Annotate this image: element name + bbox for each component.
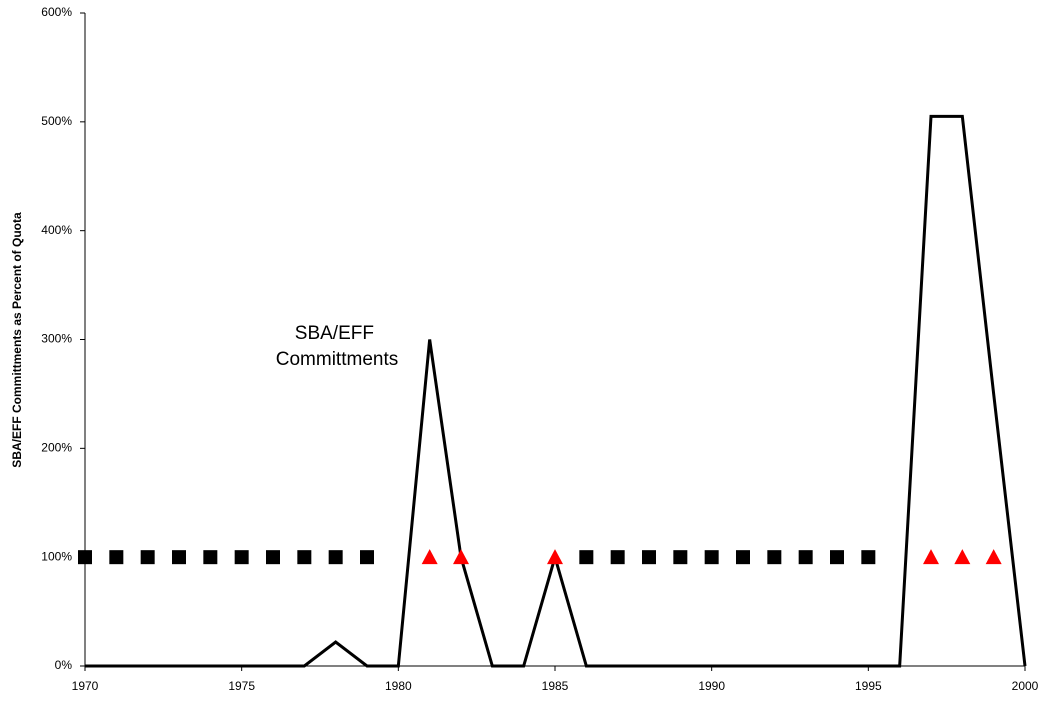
- y-tick-label: 300%: [41, 332, 72, 346]
- square-marker: [798, 550, 813, 565]
- x-tick-label: 1990: [698, 679, 725, 693]
- y-tick-label: 200%: [41, 441, 72, 455]
- triangle-marker: [985, 549, 1002, 565]
- square-marker: [140, 550, 155, 565]
- annotation-line: SBA/EFF: [295, 323, 374, 344]
- square-marker: [109, 550, 124, 565]
- square-marker: [642, 550, 656, 565]
- data-line: [85, 114, 1027, 668]
- square-marker: [328, 550, 343, 565]
- square-marker: [360, 550, 374, 565]
- triangle-marker: [923, 549, 939, 565]
- x-tick-label: 1995: [855, 679, 882, 693]
- square-marker: [266, 550, 280, 565]
- triangle-marker: [453, 549, 469, 565]
- annotation: SBA/EFF Committments: [276, 323, 398, 370]
- square-marker: [297, 550, 312, 565]
- x-tick-label: 1980: [385, 679, 412, 693]
- square-marker: [234, 550, 249, 565]
- x-tick-label: 2000: [1012, 679, 1039, 693]
- y-tick-label: 600%: [41, 5, 72, 19]
- y-tick-label: 400%: [41, 223, 72, 237]
- triangle-marker: [954, 549, 971, 565]
- x-tick-label: 1970: [72, 679, 99, 693]
- y-axis-label: SBA/EFF Committments as Percent of Quota: [10, 212, 24, 468]
- square-marker: [736, 550, 750, 565]
- square-marker: [830, 550, 844, 565]
- square-marker: [203, 550, 218, 565]
- square-marker: [579, 550, 594, 565]
- y-tick-label: 0%: [55, 658, 73, 672]
- square-marker: [704, 550, 719, 565]
- triangle-marker: [547, 549, 563, 565]
- y-tick-label: 100%: [41, 549, 72, 563]
- square-marker: [78, 550, 92, 565]
- square-marker: [610, 550, 625, 565]
- square-marker: [861, 550, 876, 565]
- square-marker: [172, 550, 186, 565]
- x-tick-label: 1975: [228, 679, 255, 693]
- y-tick-label: 500%: [41, 114, 72, 128]
- square-marker: [767, 550, 782, 565]
- triangle-marker: [421, 549, 438, 565]
- square-marker: [673, 550, 688, 565]
- x-tick-label: 1985: [542, 679, 569, 693]
- annotation-line: Committments: [276, 349, 398, 370]
